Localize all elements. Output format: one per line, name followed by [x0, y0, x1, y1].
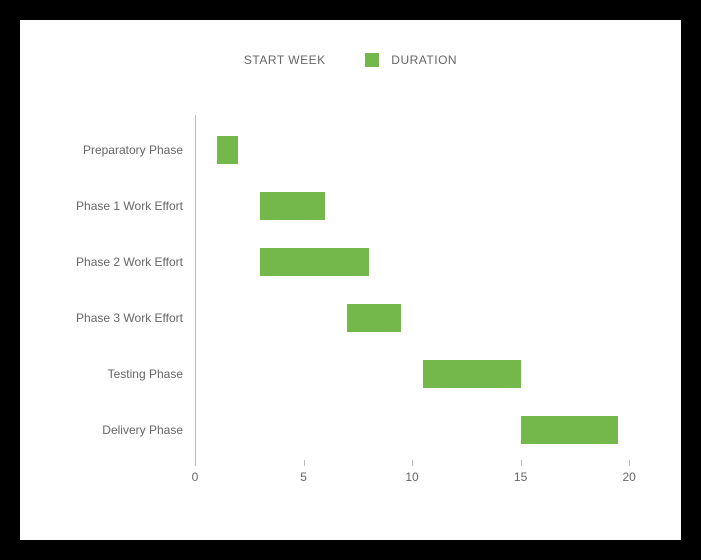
- y-category-label: Testing Phase: [108, 367, 183, 381]
- gantt-bar: [423, 360, 521, 388]
- x-tick-label: 0: [192, 470, 199, 484]
- chart-panel: START WEEK DURATION 05101520Preparatory …: [20, 20, 681, 540]
- plot-area: 0 5 10 15 20 Preparatory Phase Phase 1 Work Ef…: [20, 20, 681, 540]
- x-tick: [629, 460, 630, 466]
- gantt-bar: [347, 304, 401, 332]
- y-category-label: Delivery Phase: [102, 423, 183, 437]
- gantt-bar: [521, 416, 619, 444]
- y-category-label: Phase 3 Work Effort: [76, 311, 183, 325]
- gantt-bar: [217, 136, 239, 164]
- x-tick-label: 15: [514, 470, 527, 484]
- y-category-label: Phase 1 Work Effort: [76, 199, 183, 213]
- y-axis-line: [195, 115, 196, 460]
- x-tick: [304, 460, 305, 466]
- x-tick: [195, 460, 196, 466]
- stage: START WEEK DURATION 05101520Preparatory …: [0, 0, 701, 560]
- x-tick-label: 5: [300, 470, 307, 484]
- x-tick-label: 20: [622, 470, 635, 484]
- y-category-label: Phase 2 Work Effort: [76, 255, 183, 269]
- gantt-bar: [260, 248, 369, 276]
- x-tick: [412, 460, 413, 466]
- x-tick: [521, 460, 522, 466]
- y-category-label: Preparatory Phase: [83, 143, 183, 157]
- gantt-bar: [260, 192, 325, 220]
- x-tick-label: 10: [405, 470, 418, 484]
